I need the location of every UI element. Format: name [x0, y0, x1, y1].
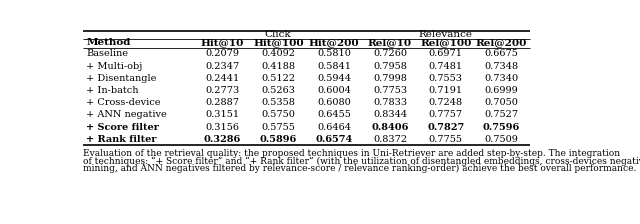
- Text: Hit@100: Hit@100: [253, 38, 304, 47]
- Text: 0.7833: 0.7833: [373, 98, 407, 107]
- Text: 0.4188: 0.4188: [261, 62, 296, 71]
- Text: 0.6971: 0.6971: [429, 49, 463, 58]
- Text: 0.8372: 0.8372: [373, 135, 407, 144]
- Text: 0.7481: 0.7481: [429, 62, 463, 71]
- Text: 0.7827: 0.7827: [427, 123, 465, 132]
- Text: Hit@10: Hit@10: [201, 38, 244, 47]
- Text: + Cross-device: + Cross-device: [86, 98, 161, 107]
- Text: 0.7260: 0.7260: [373, 49, 407, 58]
- Text: Evaluation of the retrieval quality: the proposed techniques in Uni-Retriever ar: Evaluation of the retrieval quality: the…: [83, 149, 620, 158]
- Text: Hit@200: Hit@200: [309, 38, 360, 47]
- Text: 0.5750: 0.5750: [262, 110, 295, 119]
- Text: 0.7755: 0.7755: [429, 135, 463, 144]
- Text: + ANN negative: + ANN negative: [86, 110, 167, 119]
- Text: 0.5755: 0.5755: [262, 123, 295, 132]
- Text: + In-batch: + In-batch: [86, 86, 139, 95]
- Text: 0.7340: 0.7340: [484, 74, 518, 83]
- Text: 0.8344: 0.8344: [373, 110, 407, 119]
- Text: 0.6574: 0.6574: [316, 135, 353, 144]
- Text: 0.2441: 0.2441: [205, 74, 240, 83]
- Text: 0.5944: 0.5944: [317, 74, 351, 83]
- Text: 0.2079: 0.2079: [205, 49, 239, 58]
- Text: 0.6080: 0.6080: [317, 98, 351, 107]
- Text: Rel@200: Rel@200: [476, 38, 527, 47]
- Text: 0.7509: 0.7509: [484, 135, 518, 144]
- Text: 0.7191: 0.7191: [429, 86, 463, 95]
- Text: + Multi-obj: + Multi-obj: [86, 62, 143, 71]
- Text: 0.7757: 0.7757: [429, 110, 463, 119]
- Text: 0.3151: 0.3151: [205, 110, 239, 119]
- Text: Click: Click: [264, 30, 291, 39]
- Text: Rel@100: Rel@100: [420, 38, 472, 47]
- Text: 0.5358: 0.5358: [262, 98, 295, 107]
- Text: 0.7753: 0.7753: [373, 86, 407, 95]
- Text: 0.7596: 0.7596: [483, 123, 520, 132]
- Text: 0.3156: 0.3156: [205, 123, 239, 132]
- Text: 0.7248: 0.7248: [429, 98, 463, 107]
- Text: 0.5263: 0.5263: [261, 86, 296, 95]
- Text: 0.5810: 0.5810: [317, 49, 351, 58]
- Text: 0.2887: 0.2887: [205, 98, 239, 107]
- Text: 0.5896: 0.5896: [260, 135, 297, 144]
- Text: 0.5841: 0.5841: [317, 62, 351, 71]
- Text: 0.2773: 0.2773: [205, 86, 240, 95]
- Text: + Score filter: + Score filter: [86, 123, 159, 132]
- Text: 0.6999: 0.6999: [484, 86, 518, 95]
- Text: 0.3286: 0.3286: [204, 135, 241, 144]
- Text: 0.7958: 0.7958: [373, 62, 407, 71]
- Text: 0.2347: 0.2347: [205, 62, 240, 71]
- Text: 0.6455: 0.6455: [317, 110, 351, 119]
- Text: Baseline: Baseline: [86, 49, 128, 58]
- Text: 0.7998: 0.7998: [373, 74, 407, 83]
- Text: Method: Method: [86, 38, 131, 47]
- Text: + Disentangle: + Disentangle: [86, 74, 157, 83]
- Text: Rel@10: Rel@10: [368, 38, 412, 47]
- Text: Relevance: Relevance: [418, 30, 472, 39]
- Text: mining, and ANN negatives filtered by relevance-score / relevance ranking-order): mining, and ANN negatives filtered by re…: [83, 164, 636, 173]
- Text: of techniques: “+ Score filter” and “+ Rank filter” (with the utilization of dis: of techniques: “+ Score filter” and “+ R…: [83, 156, 640, 166]
- Text: 0.4092: 0.4092: [261, 49, 296, 58]
- Text: 0.8406: 0.8406: [371, 123, 409, 132]
- Text: + Rank filter: + Rank filter: [86, 135, 157, 144]
- Text: 0.7050: 0.7050: [484, 98, 518, 107]
- Text: 0.7553: 0.7553: [429, 74, 463, 83]
- Text: 0.7348: 0.7348: [484, 62, 518, 71]
- Text: 0.6004: 0.6004: [317, 86, 351, 95]
- Text: 0.6464: 0.6464: [317, 123, 351, 132]
- Text: 0.7527: 0.7527: [484, 110, 518, 119]
- Text: 0.5122: 0.5122: [261, 74, 296, 83]
- Text: 0.6675: 0.6675: [484, 49, 518, 58]
